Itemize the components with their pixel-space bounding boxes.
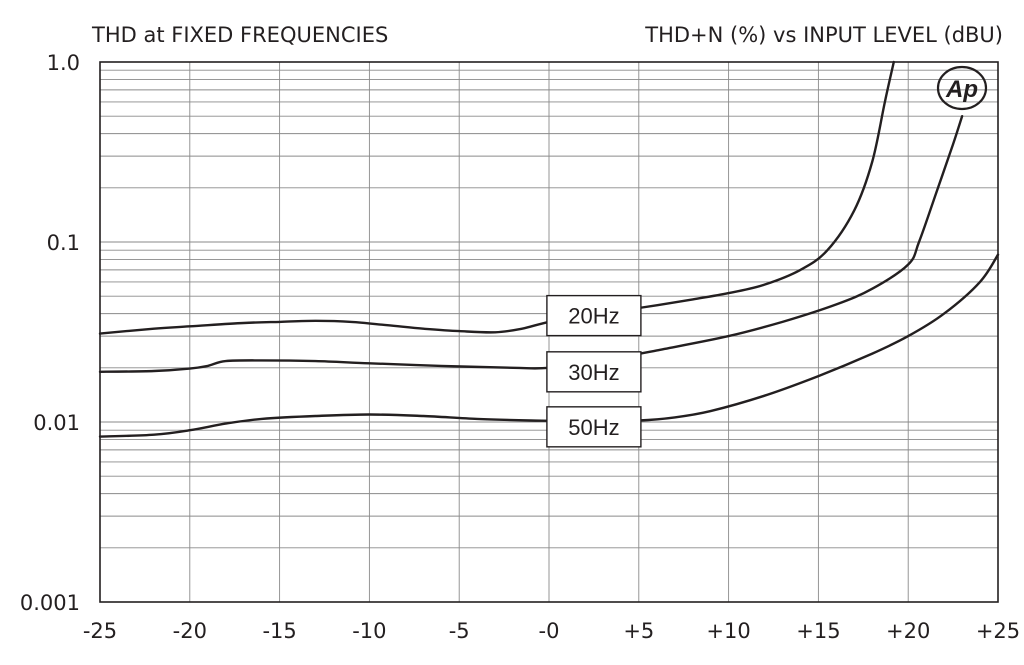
x-tick-label: -5 xyxy=(449,619,470,643)
series-label-box-50Hz xyxy=(546,406,642,448)
chart-title-left: THD at FIXED FREQUENCIES xyxy=(91,23,388,47)
x-tick-label: +20 xyxy=(886,619,930,643)
x-tick-label: -0 xyxy=(539,619,560,643)
series-label-box-20Hz xyxy=(546,294,642,337)
series-label-50Hz: 50Hz xyxy=(568,415,619,440)
x-tick-label: +15 xyxy=(796,619,840,643)
x-tick-label: -15 xyxy=(262,619,296,643)
series-label-box-30Hz xyxy=(546,351,642,393)
axis-tick-labels: -25 -20 -15 -10 -5 -0 +5 +10 +15 +20 +25 0.001 0.01 0… xyxy=(20,51,1020,643)
ap-logo: Ap xyxy=(936,65,988,111)
y-tick-label: 0.1 xyxy=(47,231,80,255)
x-tick-label: -25 xyxy=(83,619,117,643)
y-tick-label: 1.0 xyxy=(47,51,80,75)
x-tick-label: +25 xyxy=(976,619,1020,643)
series-label-30Hz: 30Hz xyxy=(568,360,619,385)
plot-frame xyxy=(99,61,999,603)
x-tick-label: +10 xyxy=(706,619,750,643)
series-label-20Hz: 20Hz xyxy=(568,304,619,329)
y-tick-label: 0.001 xyxy=(20,591,80,615)
series-layer: 20Hz 30Hz 50Hz xyxy=(98,60,1000,448)
series-line-20Hz xyxy=(98,60,895,335)
x-tick-label: -20 xyxy=(173,619,207,643)
ap-logo-text: Ap xyxy=(945,76,978,103)
x-tick-label: +5 xyxy=(623,619,654,643)
y-tick-label: 0.01 xyxy=(33,411,80,435)
x-tick-label: -10 xyxy=(352,619,386,643)
chart-title-right: THD+N (%) vs INPUT LEVEL (dBU) xyxy=(644,23,1003,47)
